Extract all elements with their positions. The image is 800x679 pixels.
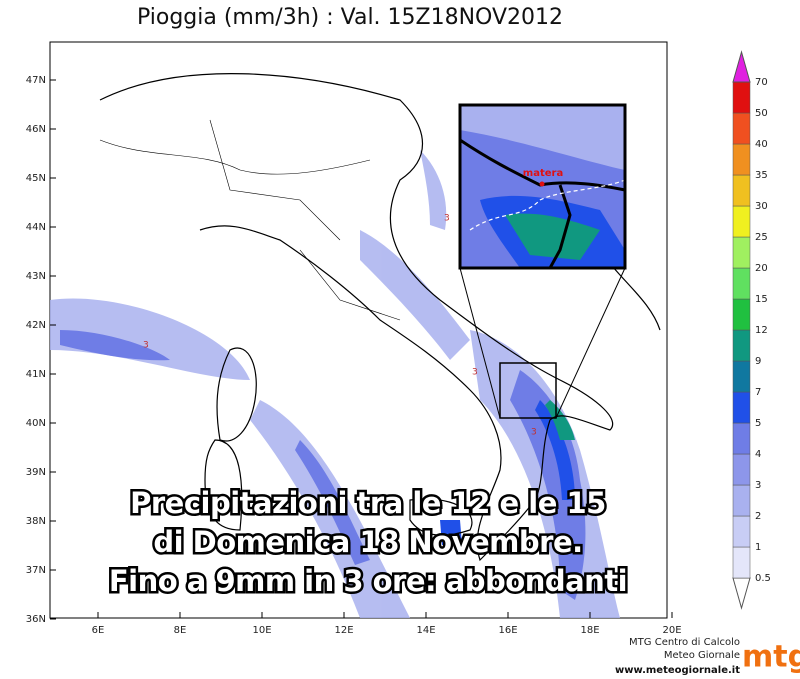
lon-label: 6E: [92, 625, 105, 636]
colorbar-segment: [732, 453, 751, 486]
lat-label: 38N: [26, 516, 46, 527]
colorbar-segment: [732, 143, 751, 176]
precipitation-moderate: [60, 330, 586, 600]
lon-label: 12E: [334, 625, 353, 636]
zoom-line: [555, 267, 626, 419]
logo: mtg: [742, 640, 800, 675]
colorbar-segment: [732, 360, 751, 393]
lat-label: 36N: [26, 614, 46, 625]
city-dot: [539, 181, 545, 187]
lat-label: 44N: [26, 222, 46, 233]
colorbar-segment: [732, 391, 751, 424]
footer-brand: Meteo Giornale: [664, 650, 740, 661]
colorbar-segment: [732, 484, 751, 517]
colorbar-label: 0.5: [755, 573, 771, 584]
overlay-line: Precipitazioni tra le 12 e le 15: [130, 486, 606, 520]
colorbar-label: 35: [755, 170, 768, 181]
colorbar-segment: [732, 422, 751, 455]
colorbar-label: 7: [755, 387, 761, 398]
colorbar-label: 20: [755, 263, 768, 274]
contour-label: 3: [531, 428, 537, 438]
colorbar-segment: [732, 205, 751, 238]
colorbar-label: 9: [755, 356, 761, 367]
lon-label: 20E: [662, 625, 681, 636]
lon-label: 8E: [174, 625, 187, 636]
axes: 47N 46N 45N 44N 43N 42N 41N 40N 39N 38N 37N 36N 6E 8E…: [26, 75, 682, 636]
contour-label: 3: [472, 368, 478, 378]
title: Pioggia (mm/3h) : Val. 15Z18NOV2012: [137, 5, 563, 30]
colorbar-label: 40: [755, 139, 768, 150]
colorbar-label: 4: [755, 449, 761, 460]
contour-label: 3: [444, 214, 450, 224]
overlay-line: di Domenica 18 Novembre.: [153, 525, 582, 559]
colorbar-label: 25: [755, 232, 768, 243]
lat-label: 41N: [26, 369, 46, 380]
contour-label: 3: [143, 341, 149, 351]
lat-label: 39N: [26, 467, 46, 478]
colorbar-label: 30: [755, 201, 768, 212]
colorbar-segment: [732, 112, 751, 145]
colorbar-label: 3: [755, 480, 761, 491]
lon-label: 14E: [416, 625, 435, 636]
lat-label: 37N: [26, 565, 46, 576]
inset: matera: [458, 103, 627, 270]
colorbar-segment: [732, 329, 751, 362]
footer-url: www.meteogiornale.it: [615, 665, 740, 676]
colorbar-label: 12: [755, 325, 768, 336]
lon-label: 16E: [498, 625, 517, 636]
colorbar-segment: [732, 577, 751, 610]
lat-label: 47N: [26, 75, 46, 86]
lon-label: 10E: [252, 625, 271, 636]
colorbar-segment: [732, 174, 751, 207]
lat-label: 42N: [26, 320, 46, 331]
precipitation-peak: [545, 400, 575, 440]
colorbar-label: 5: [755, 418, 761, 429]
colorbar-segment: [732, 267, 751, 300]
borders: [99, 119, 401, 321]
colorbar-label: 2: [755, 511, 761, 522]
footer-org: MTG Centro di Calcolo: [629, 637, 740, 648]
lat-label: 45N: [26, 173, 46, 184]
lat-label: 43N: [26, 271, 46, 282]
overlay-line: Fino a 9mm in 3 ore: abbondanti: [109, 564, 627, 598]
precipitation-heavy: [440, 400, 575, 545]
colorbar-label: 15: [755, 294, 768, 305]
colorbar-label: 50: [755, 108, 768, 119]
colorbar-segment: [732, 515, 751, 548]
lat-label: 46N: [26, 124, 46, 135]
colorbar-segment: [732, 50, 751, 83]
overlay: Precipitazioni tra le 12 e le 15 di Domen…: [106, 484, 630, 601]
city-label: matera: [523, 168, 563, 179]
colorbar-label: 70: [755, 77, 768, 88]
lon-label: 18E: [580, 625, 599, 636]
map: matera 3 3 3 3: [49, 41, 668, 619]
colorbar-segment: [732, 298, 751, 331]
colorbar-label: 1: [755, 542, 761, 553]
lat-label: 40N: [26, 418, 46, 429]
colorbar-segment: [732, 546, 751, 579]
zoom-box: [499, 362, 557, 419]
zoom-line: [459, 267, 501, 419]
colorbar-segment: [732, 236, 751, 269]
colorbar-segment: [732, 81, 751, 114]
